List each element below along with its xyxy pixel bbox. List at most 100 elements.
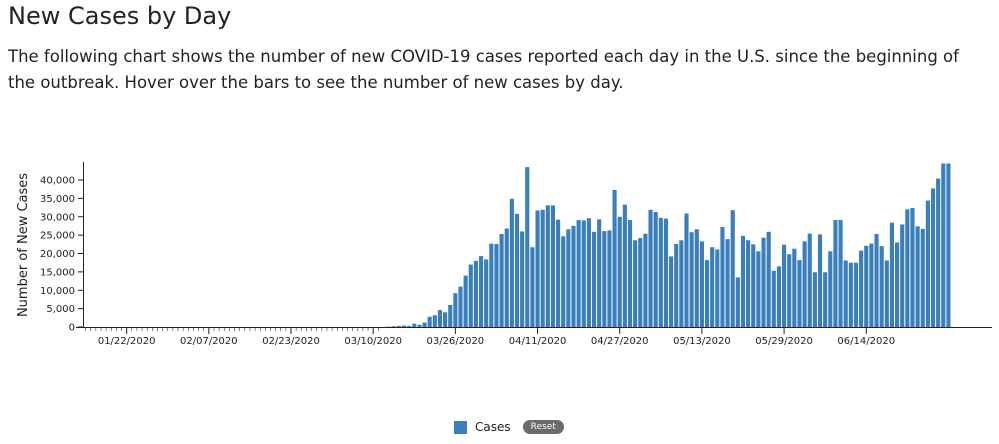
legend-label-cases[interactable]: Cases [475,420,511,434]
bar[interactable]: 23,900 [725,239,730,327]
bar[interactable]: 26,800 [504,228,509,327]
bar[interactable]: 25,900 [591,231,597,327]
bar[interactable]: 22,700 [489,243,494,327]
bar[interactable]: 29,200 [556,219,561,327]
bar[interactable]: 15,300 [771,270,776,327]
bar[interactable]: 23,600 [746,240,751,327]
bar[interactable]: 40,400 [936,178,941,327]
bar[interactable]: 18,100 [884,260,889,327]
bar[interactable]: 3,200 [432,315,437,327]
bar[interactable]: 400 [401,325,407,327]
bar[interactable]: 20,600 [828,251,833,327]
bar[interactable]: 18,100 [843,260,848,327]
bar[interactable]: 25,300 [499,234,504,327]
bar[interactable]: 13,500 [735,277,740,327]
bar[interactable]: 29,100 [576,220,581,327]
bar[interactable]: 19,800 [787,254,792,327]
bar[interactable]: 27,500 [571,225,576,327]
bar[interactable]: 4,000 [443,312,448,327]
bar[interactable]: 31,900 [540,209,545,327]
bar[interactable]: 21,300 [792,248,797,327]
bar[interactable]: 24,700 [561,236,566,327]
bar[interactable]: 200 [391,326,396,327]
bar[interactable]: 24,800 [740,235,746,327]
bar[interactable]: 25,400 [643,233,648,327]
bar[interactable]: 22,600 [494,243,499,327]
bar[interactable]: 29,100 [833,220,838,327]
reset-button[interactable]: Reset [522,420,564,434]
legend-swatch-cases[interactable] [454,420,467,434]
bar[interactable]: 33,100 [550,205,556,327]
bar[interactable]: 44,500 [946,163,951,327]
bar[interactable]: 26,600 [694,229,699,327]
bar[interactable]: 20,600 [756,251,761,327]
bar[interactable]: 23,300 [802,241,807,327]
bar[interactable]: 26,700 [920,228,925,327]
bar[interactable]: 22,100 [864,245,869,327]
bar[interactable]: 17,500 [853,262,859,327]
bar[interactable]: 25,900 [766,231,771,327]
bar[interactable]: 19,200 [669,256,674,327]
bar[interactable]: 25,400 [807,233,812,327]
bar[interactable]: 43,500 [525,167,530,327]
bar[interactable]: 21,700 [530,247,535,327]
bar[interactable]: 2,800 [427,316,432,327]
bar[interactable]: 22,500 [751,244,756,327]
bar[interactable]: 19,300 [478,256,484,327]
bar[interactable]: 32,400 [910,207,915,327]
bar[interactable]: 31,800 [730,210,735,327]
bar[interactable]: 28,400 [889,222,895,327]
bar[interactable]: 14,900 [812,272,817,327]
bar[interactable]: 600 [417,324,422,327]
bar[interactable]: 29,500 [663,218,669,327]
bar[interactable]: 30,900 [684,213,689,327]
bar[interactable]: 24,300 [761,237,766,327]
bar[interactable]: 34,400 [925,200,930,327]
bar[interactable]: 31,300 [653,211,658,327]
bar[interactable]: 25,800 [689,232,694,327]
bar[interactable]: 26,100 [602,231,607,327]
bar[interactable]: 44,500 [941,163,946,327]
bar[interactable]: 27,400 [915,226,920,327]
bar[interactable]: 37,300 [612,189,617,327]
bar[interactable]: 300 [407,325,412,327]
bar[interactable]: 26,600 [566,229,571,327]
bar[interactable]: 30,000 [617,216,622,327]
bar[interactable]: 22,400 [782,244,787,327]
bar[interactable]: 27,900 [900,224,905,327]
bar[interactable]: 29,100 [627,220,633,327]
bar[interactable]: 900 [412,323,417,327]
bar[interactable]: 34,900 [509,198,514,327]
bar[interactable]: 1,200 [422,322,427,327]
bar[interactable]: 37,700 [930,188,936,327]
bar[interactable]: 23,000 [895,242,900,327]
bar[interactable]: 29,000 [581,220,586,327]
bar[interactable]: 11,000 [458,286,463,327]
bar[interactable]: 32,000 [905,209,910,327]
bar[interactable]: 29,700 [658,217,663,327]
bar[interactable]: 25,200 [817,234,823,327]
bar[interactable]: 9,200 [453,293,458,327]
bar[interactable]: 4,600 [437,310,443,327]
bar[interactable]: 18,200 [704,260,710,327]
bar[interactable]: 24,200 [638,238,643,327]
bar[interactable]: 14,000 [463,275,468,327]
bar[interactable]: 6,000 [448,304,453,327]
bar[interactable]: 30,800 [514,213,520,327]
bar[interactable]: 22,700 [869,243,874,327]
bar[interactable]: 18,400 [484,259,489,327]
bar[interactable]: 17,000 [468,264,473,328]
bar[interactable]: 25,300 [874,234,879,327]
bar[interactable]: 21,100 [715,249,720,327]
bar[interactable]: 31,900 [648,209,653,327]
bar[interactable]: 26,000 [520,231,525,327]
bar[interactable]: 23,300 [699,241,704,327]
bar[interactable]: 31,700 [535,210,540,328]
bar[interactable]: 33,300 [622,204,627,327]
bar[interactable]: 23,600 [633,240,638,327]
bar[interactable]: 300 [396,325,401,327]
bar[interactable]: 16,500 [776,266,782,327]
bar[interactable]: 26,300 [607,230,612,327]
bar[interactable]: 17,500 [848,262,853,327]
bar[interactable]: 22,600 [674,243,679,327]
